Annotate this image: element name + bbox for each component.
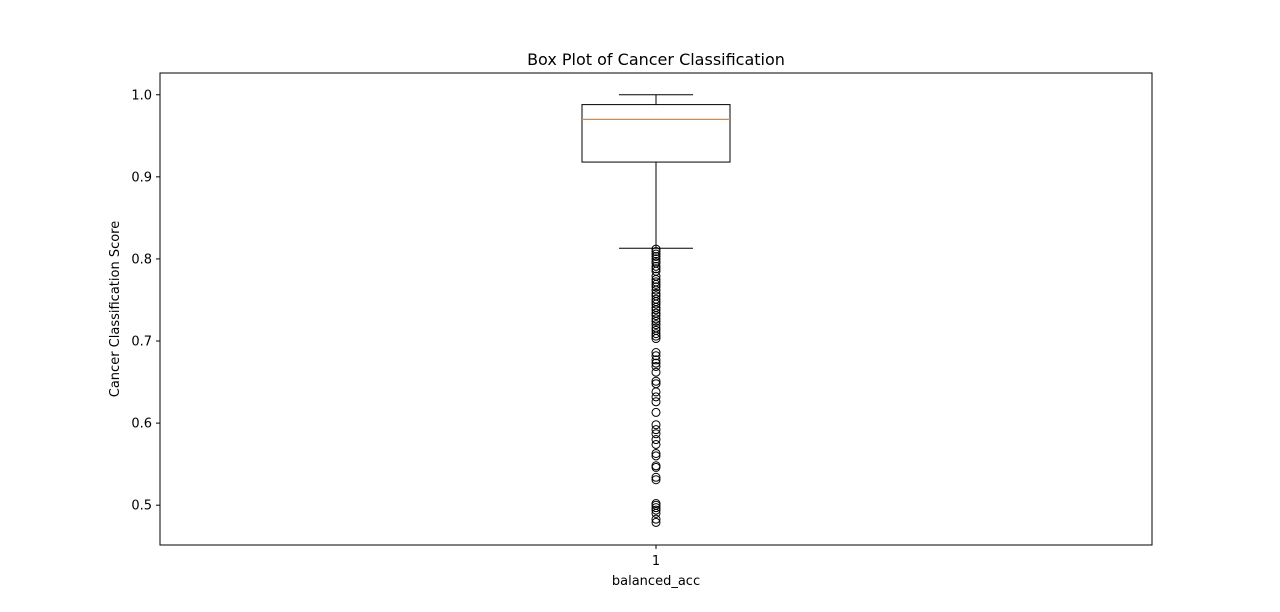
outlier-point	[651, 407, 661, 417]
outlier-point	[651, 274, 661, 284]
x-axis-title: balanced_acc	[612, 574, 700, 589]
outlier-point	[651, 503, 661, 513]
outlier-point	[651, 358, 661, 368]
outlier-point	[651, 331, 661, 341]
outlier-point	[651, 508, 661, 518]
outlier-point	[651, 475, 661, 485]
outlier-point	[651, 505, 661, 515]
outlier-point	[651, 376, 661, 386]
outlier-point	[651, 334, 661, 344]
outlier-point	[651, 348, 661, 358]
outlier-point	[651, 320, 661, 330]
outlier-point	[651, 249, 661, 259]
outlier-point	[651, 314, 661, 324]
outlier-point	[651, 355, 661, 365]
outlier-point	[651, 305, 661, 315]
outlier-point	[651, 251, 661, 261]
y-tick-label: 0.6	[131, 417, 152, 432]
outlier-point	[651, 254, 661, 264]
x-tick-label: 1	[652, 554, 660, 569]
outlier-point	[651, 299, 661, 309]
y-tick-label: 1.0	[131, 88, 152, 103]
outlier-point	[651, 462, 661, 472]
outlier-point	[651, 517, 661, 527]
outlier-point	[651, 514, 661, 524]
outlier-point	[651, 351, 661, 361]
outlier-point	[651, 244, 661, 254]
outlier-point	[651, 448, 661, 458]
box-group	[581, 94, 731, 249]
iqr-box	[581, 104, 731, 163]
outlier-point	[651, 387, 661, 397]
outlier-point	[651, 367, 661, 377]
outlier-point	[651, 429, 661, 439]
outlier-point	[651, 264, 661, 274]
outlier-point	[651, 439, 661, 449]
outlier-point	[651, 329, 661, 339]
y-tick-label: 0.5	[131, 499, 152, 514]
outlier-point	[651, 451, 661, 461]
x-axis: 1	[652, 545, 660, 569]
outlier-point	[651, 282, 661, 292]
y-axis: 0.5 0.6 0.7 0.8 0.9 1.0	[131, 88, 160, 514]
outlier-markers	[651, 244, 661, 527]
y-tick-label: 0.9	[131, 170, 152, 185]
chart-title: Box Plot of Cancer Classification	[527, 50, 785, 69]
y-tick-label: 0.8	[131, 252, 152, 267]
outlier-point	[651, 472, 661, 482]
y-tick-label: 0.7	[131, 335, 152, 350]
outlier-point	[651, 425, 661, 435]
outlier-point	[651, 361, 661, 371]
outlier-point	[651, 397, 661, 407]
outlier-point	[651, 311, 661, 321]
outlier-point	[651, 392, 661, 402]
outlier-point	[651, 420, 661, 430]
outlier-point	[651, 316, 661, 326]
y-axis-title: Cancer Classification Score	[108, 221, 123, 397]
outlier-point	[651, 285, 661, 295]
outlier-point	[651, 261, 661, 271]
outlier-point	[651, 247, 661, 257]
outlier-point	[651, 279, 661, 289]
outlier-point	[651, 435, 661, 445]
